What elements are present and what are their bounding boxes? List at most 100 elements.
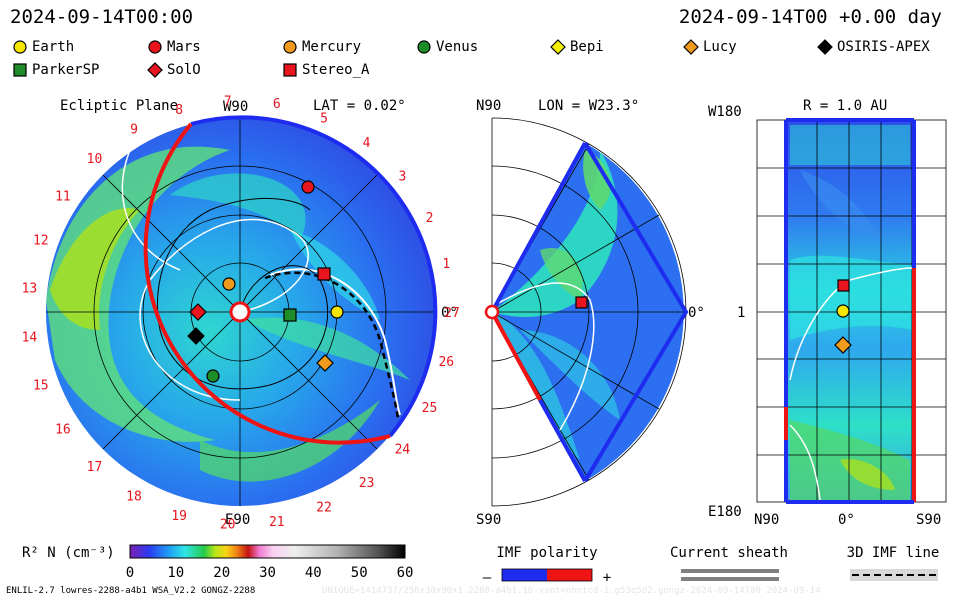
meridional-top-label: N90: [476, 98, 501, 114]
meridional-sun-marker: [484, 304, 500, 320]
mercury-marker: [222, 277, 236, 291]
imf-polarity-plus: +: [603, 570, 611, 586]
mars-marker: [301, 180, 315, 194]
legend-mercury: Mercury: [282, 39, 361, 55]
footer-model-info: ENLIL-2.7 lowres-2288-a4b1 WSA_V2.2 GONG…: [6, 586, 256, 596]
legend-lucy: Lucy: [683, 39, 737, 55]
legend-label: OSIRIS-APEX: [837, 39, 930, 55]
ecliptic-3d-imf-line: [264, 271, 400, 419]
legend-label: Stereo_A: [302, 62, 370, 78]
footer-watermark: UNIQUE=1414737/256x30x90x1.2288-a4b1.16-…: [322, 586, 821, 596]
imf-polarity-legend: IMF polarity – +: [483, 545, 611, 586]
meridional-polarity-bottom-negative: [538, 399, 587, 482]
legend-earth: Earth: [12, 39, 74, 55]
sector-label: 5: [320, 111, 328, 126]
meridional-stereo-a-marker: [575, 296, 588, 309]
sector-label: 23: [359, 476, 375, 491]
lucy-marker: [316, 354, 334, 372]
colorbar-tick-label: 40: [305, 565, 322, 581]
meridional-lon-label: LON = W23.3°: [538, 98, 639, 114]
radial-r-label: R = 1.0 AU: [803, 98, 887, 114]
legend-label: Bepi: [570, 39, 604, 55]
sector-label: 15: [33, 379, 49, 394]
imf-line-title: 3D IMF line: [847, 545, 940, 561]
sector-label: 6: [273, 97, 281, 112]
ecliptic-right-label: 0°: [441, 305, 458, 321]
sector-label: 19: [171, 509, 187, 524]
sector-label: 9: [130, 122, 138, 137]
sector-label: 18: [126, 490, 142, 505]
radial-stereo-a-marker: [837, 279, 850, 292]
radial-x-label-0: 0°: [838, 512, 855, 528]
ecliptic-top-label: W90: [223, 99, 248, 115]
colorbar-tick-label: 20: [213, 565, 230, 581]
colorbar-tick-label: 30: [259, 565, 276, 581]
ecliptic-density-structures: [46, 146, 410, 482]
sector-label: 11: [55, 190, 71, 205]
imf-line-legend: 3D IMF line: [847, 545, 940, 581]
solo-marker: [189, 303, 207, 321]
ecliptic-polarity-ring-positive: [143, 122, 391, 445]
meridional-bottom-label: S90: [476, 512, 501, 528]
mars-circle-icon: [147, 39, 163, 55]
sector-label: 22: [316, 501, 332, 516]
ecliptic-field-line: [269, 268, 401, 416]
radial-left-mid-label: 1: [737, 305, 745, 321]
legend-mars: Mars: [147, 39, 201, 55]
legend-label: Mercury: [302, 39, 362, 55]
timestamp-left: 2024-09-14T00:00: [10, 6, 194, 28]
ecliptic-panel: Ecliptic Plane LAT = 0.02° W90 E90 0° 27…: [22, 94, 460, 532]
radial-panel: R = 1.0 AU W180 E180 1 N90 0° S90: [708, 98, 947, 528]
current-sheath-swatch-lower: [681, 577, 779, 581]
colorbar-tick-label: 50: [351, 565, 368, 581]
meridional-panel: N90 LON = W23.3° S90 0°: [476, 98, 705, 528]
imf-polarity-title: IMF polarity: [496, 545, 597, 561]
current-sheath-title: Current sheath: [670, 545, 788, 561]
legend-label: ParkerSP: [32, 62, 100, 78]
legend-osiris-apex: OSIRIS-APEX: [817, 39, 930, 55]
osiris-apex-diamond-icon: [817, 39, 833, 55]
sector-label: 16: [55, 423, 71, 438]
colorbar-tick-label: 10: [167, 565, 184, 581]
stereo-a-marker: [317, 267, 331, 281]
meridional-density-structures: [492, 150, 620, 460]
colorbar-tick-label: 60: [397, 565, 414, 581]
stereo-a-square-icon: [282, 62, 298, 78]
legend-bepi: Bepi: [550, 39, 604, 55]
ecliptic-title: Ecliptic Plane: [60, 98, 178, 114]
sector-label: 10: [87, 152, 103, 167]
sector-label: 3: [398, 170, 406, 185]
current-sheath-legend: Current sheath: [670, 545, 788, 581]
venus-marker: [206, 369, 220, 383]
radial-lucy-marker: [834, 336, 852, 354]
radial-current-sheath-lower: [789, 424, 821, 501]
radial-x-label-s90: S90: [916, 512, 941, 528]
parkersp-marker: [283, 308, 297, 322]
radial-density-structures: [790, 125, 912, 500]
legend-parkersp: ParkerSP: [12, 62, 99, 78]
colorbar: R² N (cm⁻³) 0 10 20 30 40 50 60: [22, 544, 414, 581]
legend-label: Lucy: [703, 39, 737, 55]
sector-label: 21: [269, 515, 285, 530]
timestamp-right: 2024-09-14T00 +0.00 day: [678, 6, 942, 28]
ecliptic-lat-label: LAT = 0.02°: [313, 98, 406, 114]
earth-circle-icon: [12, 39, 28, 55]
sector-label: 7: [224, 94, 232, 109]
legend-label: Mars: [167, 39, 201, 55]
colorbar-tick-label: 0: [126, 565, 134, 581]
sector-label: 25: [422, 401, 438, 416]
meridional-polarity-bottom-positive: [490, 311, 542, 401]
sun-marker: [229, 301, 251, 323]
radial-x-label-n90: N90: [754, 512, 779, 528]
lucy-diamond-icon: [683, 39, 699, 55]
imf-polarity-negative-swatch: [502, 569, 547, 581]
venus-circle-icon: [416, 39, 432, 55]
sector-label: 12: [33, 234, 49, 249]
legend-solo: SolO: [147, 62, 201, 78]
sector-label: 17: [87, 460, 103, 475]
meridional-field-line: [494, 282, 595, 431]
sector-label: 4: [363, 136, 371, 151]
legend-venus: Venus: [416, 39, 478, 55]
